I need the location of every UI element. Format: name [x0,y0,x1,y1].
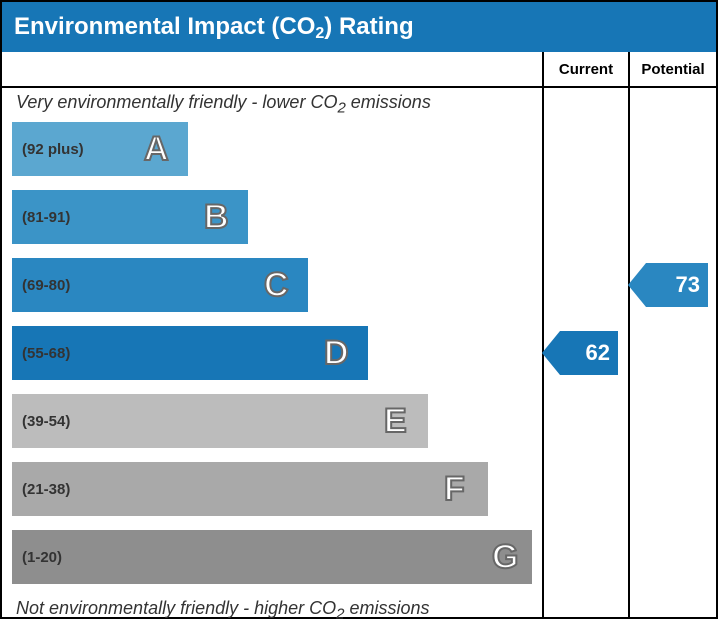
band-d: (55-68) D [12,326,368,380]
band-f: (21-38) F [12,462,488,516]
band-c: (69-80) C [12,258,308,312]
band-a: (92 plus) A [12,122,188,176]
title-suffix: ) Rating [324,13,413,40]
note-top-prefix: Very environmentally friendly - lower CO [16,92,337,112]
current-rating-pointer: 62 [560,331,618,375]
note-bottom-prefix: Not environmentally friendly - higher CO [16,598,336,618]
chart-body: Current Potential Very environmentally f… [2,52,716,617]
chart-title: Environmental Impact (CO2) Rating [14,13,414,41]
band-range: (55-68) [22,345,70,362]
bands-container: (92 plus) A (81-91) B (69-80) C (55-68) D (39-54… [12,122,532,598]
band-letter: G [492,538,518,577]
band-letter: B [204,198,229,237]
potential-rating-pointer: 73 [646,263,708,307]
band-g: (1-20) G [12,530,532,584]
column-header-current: Current [544,52,628,86]
chart-title-bar: Environmental Impact (CO2) Rating [2,2,716,52]
band-range: (81-91) [22,209,70,226]
current-rating-value: 62 [586,340,610,366]
band-range: (92 plus) [22,141,84,158]
band-range: (39-54) [22,413,70,430]
band-range: (21-38) [22,481,70,498]
divider-horizontal-header [2,86,716,88]
band-e: (39-54) E [12,394,428,448]
title-prefix: Environmental Impact (CO [14,13,315,40]
note-bottom-suffix: emissions [344,598,429,618]
note-top: Very environmentally friendly - lower CO… [16,92,431,117]
band-letter: D [324,334,349,373]
band-letter: E [384,402,407,441]
note-top-suffix: emissions [346,92,431,112]
potential-rating-value: 73 [676,272,700,298]
band-b: (81-91) B [12,190,248,244]
band-letter: A [144,130,169,169]
rating-chart: Environmental Impact (CO2) Rating Curren… [0,0,718,619]
note-top-sub: 2 [337,100,345,117]
band-range: (69-80) [22,277,70,294]
divider-vertical-potential [628,52,630,617]
band-letter: F [444,470,465,509]
title-sub: 2 [315,25,324,42]
column-header-potential: Potential [630,52,716,86]
band-range: (1-20) [22,549,62,566]
band-letter: C [264,266,289,305]
